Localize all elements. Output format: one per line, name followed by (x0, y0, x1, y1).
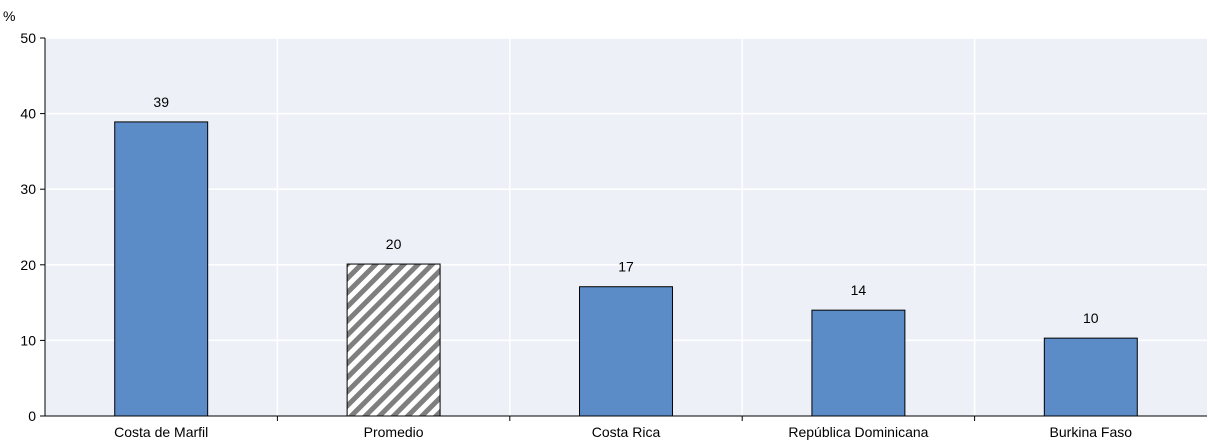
bar-4 (1043, 337, 1138, 417)
axes: 0 10 20 30 40 50 Costa de Marfil Promedio Costa … (20, 30, 1207, 440)
data-label-2: 17 (618, 259, 634, 275)
x-category-label-3: República Dominicana (788, 424, 928, 440)
data-label-0: 39 (153, 94, 169, 110)
y-tick-label: 10 (20, 332, 36, 348)
y-tick-label: 40 (20, 106, 36, 122)
gridlines (45, 37, 1207, 416)
y-axis-unit-label: % (3, 8, 15, 24)
x-category-label-2: Costa Rica (592, 424, 661, 440)
bars: 39 20 17 14 10 (114, 94, 1138, 417)
y-tick-label: 50 (20, 30, 36, 46)
data-label-4: 10 (1083, 310, 1099, 326)
y-tick-label: 20 (20, 257, 36, 273)
bar-1 (346, 263, 441, 417)
x-category-label-1: Promedio (364, 424, 424, 440)
bar-0 (114, 121, 209, 417)
x-category-label-4: Burkina Faso (1050, 424, 1133, 440)
data-label-1: 20 (386, 236, 402, 252)
data-label-3: 14 (851, 282, 867, 298)
y-tick-label: 0 (28, 408, 36, 424)
x-category-label-0: Costa de Marfil (114, 424, 208, 440)
bar-3 (811, 309, 906, 417)
bar-2 (579, 286, 673, 417)
y-tick-label: 30 (20, 181, 36, 197)
